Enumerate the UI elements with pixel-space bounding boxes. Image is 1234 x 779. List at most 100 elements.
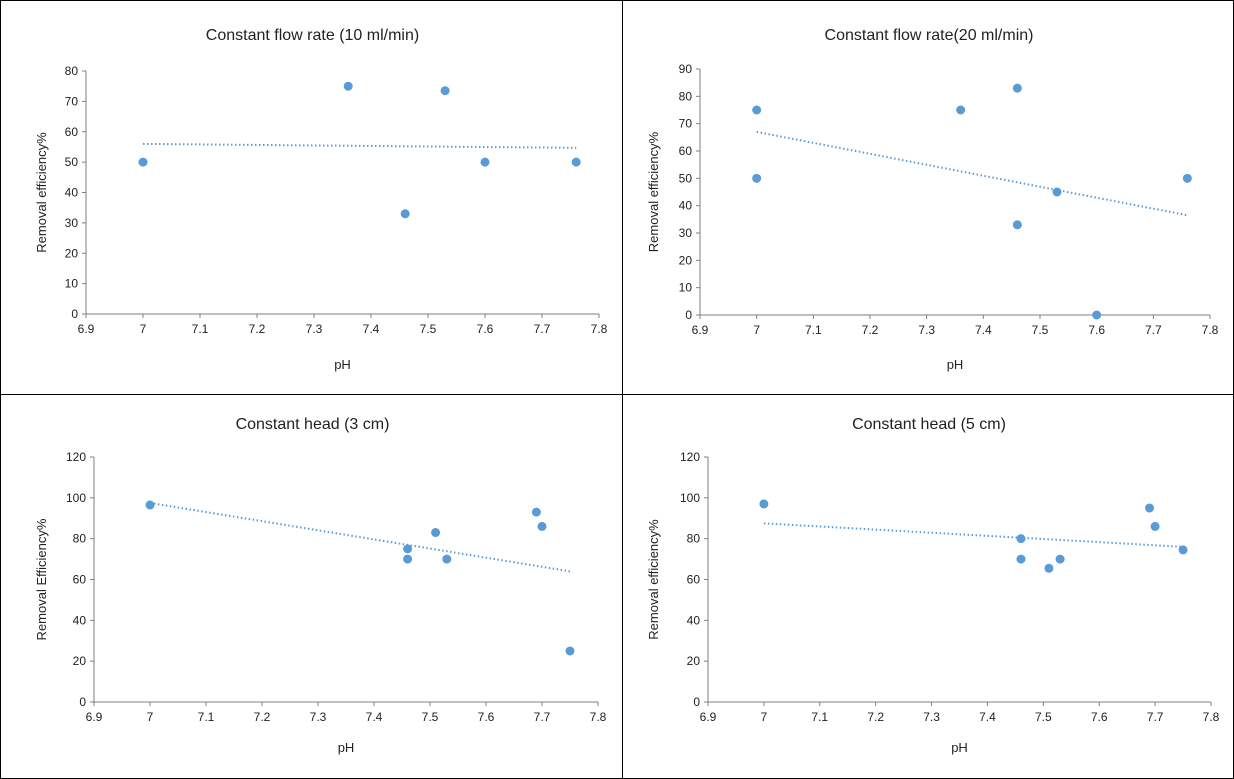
x-tick-label: 7.8 [591, 322, 608, 336]
y-tick-label: 40 [679, 199, 693, 213]
data-point [1052, 187, 1062, 197]
y-tick-label: 80 [687, 532, 701, 546]
x-tick-label: 7.1 [198, 710, 215, 724]
data-point [1012, 83, 1022, 93]
x-tick-label: 7 [147, 710, 154, 724]
x-tick-label: 7.3 [306, 322, 323, 336]
data-point [752, 173, 762, 183]
x-tick-label: 7.2 [254, 710, 271, 724]
x-tick-label: 7.3 [310, 710, 327, 724]
x-tick-label: 7.7 [534, 710, 551, 724]
x-tick-label: 7.4 [975, 323, 992, 337]
y-tick-label: 50 [65, 155, 79, 169]
x-tick-label: 7.8 [1202, 323, 1219, 337]
data-point [956, 105, 966, 115]
chart-svg: Constant head (5 cm) 0 20 40 60 80 100 120 6.9 7 7… [646, 416, 1220, 755]
data-point [1012, 220, 1022, 230]
x-tick-label: 7 [140, 322, 147, 336]
data-point [343, 81, 353, 91]
x-tick-label: 7.8 [1203, 710, 1220, 724]
data-point [138, 157, 148, 167]
x-axis-label: pH [334, 357, 351, 372]
y-tick-label: 30 [65, 216, 79, 230]
y-tick-label: 40 [65, 186, 79, 200]
x-tick-label: 7.7 [534, 322, 551, 336]
chart-title: Constant flow rate (10 ml/min) [206, 27, 419, 44]
data-point [1182, 173, 1192, 183]
y-tick-label: 20 [73, 654, 87, 668]
trendline [149, 501, 571, 573]
x-tick-label: 6.9 [78, 322, 95, 336]
y-tick-label: 50 [679, 171, 693, 185]
x-tick-label: 7.5 [422, 710, 439, 724]
y-axis-label: Removal efficiency% [34, 132, 49, 253]
x-axis-label: pH [947, 357, 964, 372]
x-axis-label: pH [338, 740, 355, 755]
x-tick-label: 7.6 [1088, 323, 1105, 337]
y-tick-label: 60 [73, 573, 87, 587]
y-axis-label: Removal efficiency% [646, 131, 661, 252]
chart-panel-flow-20: Constant flow rate(20 ml/min) 0 10 20 30 40 50… [622, 0, 1234, 395]
chart-title: Constant flow rate(20 ml/min) [825, 27, 1034, 44]
data-point [565, 646, 575, 656]
x-tick-label: 7.3 [918, 323, 935, 337]
chart-svg: Constant flow rate (10 ml/min) 0 10 20 30 40 5… [34, 27, 608, 372]
y-tick-label: 120 [680, 450, 700, 464]
x-tick-label: 6.9 [692, 323, 709, 337]
y-tick-label: 60 [65, 125, 79, 139]
data-point [400, 209, 410, 219]
y-tick-label: 10 [679, 281, 693, 295]
y-tick-label: 90 [679, 62, 693, 76]
x-tick-label: 7.6 [478, 710, 495, 724]
x-tick-label: 7.1 [811, 710, 828, 724]
chart-title: Constant head (3 cm) [236, 416, 390, 433]
y-tick-label: 100 [680, 491, 700, 505]
y-tick-label: 70 [679, 117, 693, 131]
x-tick-label: 7 [753, 323, 760, 337]
data-point [440, 86, 450, 96]
data-point [1178, 545, 1188, 555]
chart-svg: Constant flow rate(20 ml/min) 0 10 20 30 40 50… [646, 27, 1219, 372]
x-tick-label: 7.6 [1091, 710, 1108, 724]
y-tick-label: 0 [71, 307, 78, 321]
x-tick-label: 7.5 [420, 322, 437, 336]
x-tick-label: 7.8 [590, 710, 607, 724]
y-tick-label: 10 [65, 277, 79, 291]
data-point [571, 157, 581, 167]
x-tick-label: 7.5 [1032, 323, 1049, 337]
data-point [145, 500, 155, 510]
trendline [756, 130, 1188, 217]
data-point [403, 554, 413, 564]
x-tick-label: 7.5 [1035, 710, 1052, 724]
chart-title: Constant head (5 cm) [852, 416, 1006, 433]
y-tick-label: 20 [679, 253, 693, 267]
y-tick-label: 40 [687, 613, 701, 627]
y-tick-label: 0 [693, 695, 700, 709]
chart-panel-head-5cm: Constant head (5 cm) 0 20 40 60 80 100 120 6.9 7 7… [622, 394, 1234, 779]
x-tick-label: 7.6 [477, 322, 494, 336]
x-tick-label: 7.7 [1145, 323, 1162, 337]
data-point [1055, 554, 1065, 564]
data-point [1150, 521, 1160, 531]
x-tick-label: 7.1 [805, 323, 822, 337]
x-tick-label: 7.4 [366, 710, 383, 724]
y-tick-label: 80 [73, 532, 87, 546]
y-tick-label: 30 [679, 226, 693, 240]
data-point [1016, 534, 1026, 544]
x-tick-label: 6.9 [86, 710, 103, 724]
y-tick-label: 80 [65, 64, 79, 78]
data-point [531, 507, 541, 517]
x-tick-label: 7 [761, 710, 768, 724]
y-tick-label: 70 [65, 94, 79, 108]
data-point [1092, 310, 1102, 320]
x-tick-label: 7.1 [192, 322, 209, 336]
y-tick-label: 40 [73, 613, 87, 627]
y-tick-label: 0 [685, 308, 692, 322]
data-point [1145, 503, 1155, 513]
y-tick-label: 20 [65, 246, 79, 260]
x-tick-label: 7.4 [979, 710, 996, 724]
x-axis-label: pH [951, 740, 968, 755]
y-tick-label: 80 [679, 89, 693, 103]
y-tick-label: 60 [679, 144, 693, 158]
